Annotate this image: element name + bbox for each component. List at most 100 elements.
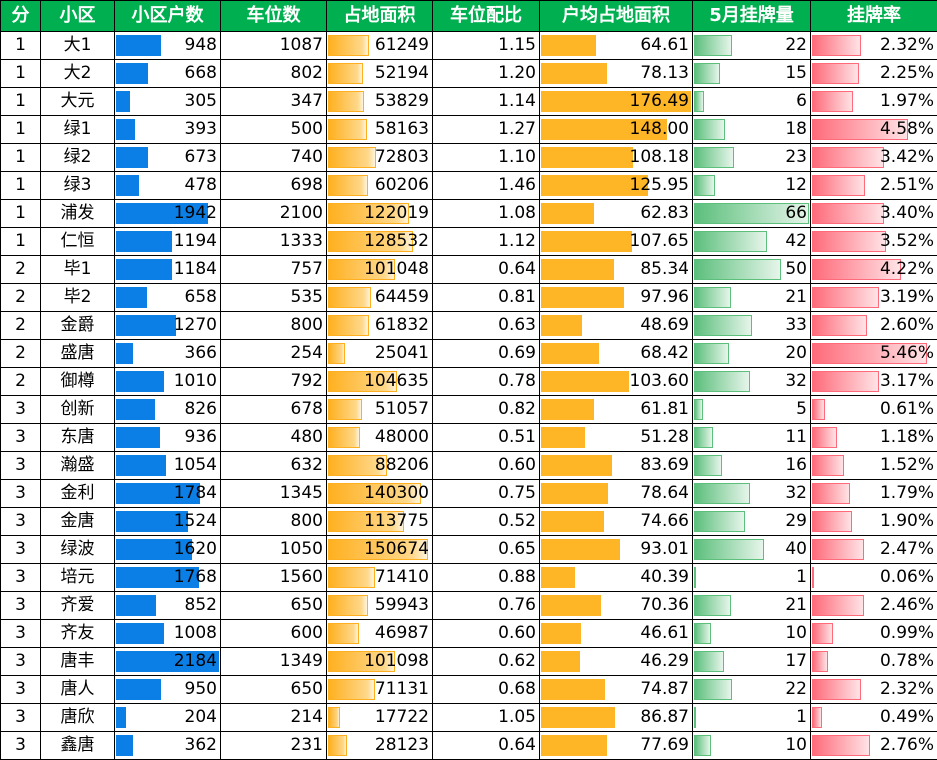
parking-cell[interactable]: 347 <box>221 88 327 116</box>
avg-area-cell[interactable]: 48.69 <box>540 312 693 340</box>
households-cell[interactable]: 950 <box>115 676 221 704</box>
parking-ratio-cell[interactable]: 0.60 <box>433 620 540 648</box>
avg-area-cell[interactable]: 78.13 <box>540 60 693 88</box>
households-cell[interactable]: 2184 <box>115 648 221 676</box>
parking-cell[interactable]: 1333 <box>221 228 327 256</box>
community-name-cell[interactable]: 唐丰 <box>41 648 115 676</box>
area-cell[interactable]: 140300 <box>327 480 433 508</box>
parking-ratio-cell[interactable]: 0.64 <box>433 256 540 284</box>
households-cell[interactable]: 1010 <box>115 368 221 396</box>
header-area[interactable]: 占地面积 <box>327 1 433 32</box>
avg-area-cell[interactable]: 74.87 <box>540 676 693 704</box>
parking-cell[interactable]: 792 <box>221 368 327 396</box>
listing-rate-cell[interactable]: 2.51% <box>811 172 937 200</box>
parking-ratio-cell[interactable]: 0.82 <box>433 396 540 424</box>
avg-area-cell[interactable]: 51.28 <box>540 424 693 452</box>
may-listings-cell[interactable]: 50 <box>693 256 811 284</box>
parking-ratio-cell[interactable]: 0.60 <box>433 452 540 480</box>
avg-area-cell[interactable]: 78.64 <box>540 480 693 508</box>
district-cell[interactable]: 3 <box>1 424 41 452</box>
area-cell[interactable]: 46987 <box>327 620 433 648</box>
district-cell[interactable]: 2 <box>1 340 41 368</box>
area-cell[interactable]: 61249 <box>327 32 433 60</box>
district-cell[interactable]: 3 <box>1 564 41 592</box>
area-cell[interactable]: 88206 <box>327 452 433 480</box>
district-cell[interactable]: 1 <box>1 228 41 256</box>
parking-cell[interactable]: 1349 <box>221 648 327 676</box>
parking-cell[interactable]: 650 <box>221 592 327 620</box>
area-cell[interactable]: 52194 <box>327 60 433 88</box>
community-name-cell[interactable]: 大元 <box>41 88 115 116</box>
households-cell[interactable]: 1784 <box>115 480 221 508</box>
district-cell[interactable]: 3 <box>1 592 41 620</box>
community-name-cell[interactable]: 齐友 <box>41 620 115 648</box>
listing-rate-cell[interactable]: 2.46% <box>811 592 937 620</box>
households-cell[interactable]: 1270 <box>115 312 221 340</box>
households-cell[interactable]: 204 <box>115 704 221 732</box>
area-cell[interactable]: 48000 <box>327 424 433 452</box>
header-may-listings[interactable]: 5月挂牌量 <box>693 1 811 32</box>
parking-ratio-cell[interactable]: 0.51 <box>433 424 540 452</box>
may-listings-cell[interactable]: 29 <box>693 508 811 536</box>
area-cell[interactable]: 104635 <box>327 368 433 396</box>
parking-cell[interactable]: 802 <box>221 60 327 88</box>
area-cell[interactable]: 58163 <box>327 116 433 144</box>
parking-ratio-cell[interactable]: 0.52 <box>433 508 540 536</box>
may-listings-cell[interactable]: 10 <box>693 732 811 760</box>
parking-cell[interactable]: 650 <box>221 676 327 704</box>
parking-cell[interactable]: 535 <box>221 284 327 312</box>
listing-rate-cell[interactable]: 0.49% <box>811 704 937 732</box>
header-avg-area[interactable]: 户均占地面积 <box>540 1 693 32</box>
parking-cell[interactable]: 678 <box>221 396 327 424</box>
avg-area-cell[interactable]: 68.42 <box>540 340 693 368</box>
community-name-cell[interactable]: 绿2 <box>41 144 115 172</box>
households-cell[interactable]: 305 <box>115 88 221 116</box>
area-cell[interactable]: 122019 <box>327 200 433 228</box>
community-name-cell[interactable]: 盛唐 <box>41 340 115 368</box>
listing-rate-cell[interactable]: 2.25% <box>811 60 937 88</box>
district-cell[interactable]: 3 <box>1 620 41 648</box>
households-cell[interactable]: 366 <box>115 340 221 368</box>
parking-ratio-cell[interactable]: 1.46 <box>433 172 540 200</box>
avg-area-cell[interactable]: 70.36 <box>540 592 693 620</box>
avg-area-cell[interactable]: 97.96 <box>540 284 693 312</box>
district-cell[interactable]: 2 <box>1 368 41 396</box>
may-listings-cell[interactable]: 1 <box>693 564 811 592</box>
parking-cell[interactable]: 1087 <box>221 32 327 60</box>
parking-ratio-cell[interactable]: 1.20 <box>433 60 540 88</box>
may-listings-cell[interactable]: 20 <box>693 340 811 368</box>
area-cell[interactable]: 150674 <box>327 536 433 564</box>
listing-rate-cell[interactable]: 2.47% <box>811 536 937 564</box>
households-cell[interactable]: 673 <box>115 144 221 172</box>
community-name-cell[interactable]: 浦发 <box>41 200 115 228</box>
area-cell[interactable]: 59943 <box>327 592 433 620</box>
parking-ratio-cell[interactable]: 1.10 <box>433 144 540 172</box>
community-name-cell[interactable]: 鑫唐 <box>41 732 115 760</box>
district-cell[interactable]: 3 <box>1 648 41 676</box>
may-listings-cell[interactable]: 21 <box>693 284 811 312</box>
may-listings-cell[interactable]: 1 <box>693 704 811 732</box>
district-cell[interactable]: 3 <box>1 508 41 536</box>
parking-ratio-cell[interactable]: 1.14 <box>433 88 540 116</box>
district-cell[interactable]: 3 <box>1 396 41 424</box>
listing-rate-cell[interactable]: 3.17% <box>811 368 937 396</box>
community-name-cell[interactable]: 大1 <box>41 32 115 60</box>
community-name-cell[interactable]: 御樽 <box>41 368 115 396</box>
listing-rate-cell[interactable]: 2.32% <box>811 676 937 704</box>
households-cell[interactable]: 1194 <box>115 228 221 256</box>
parking-ratio-cell[interactable]: 1.08 <box>433 200 540 228</box>
avg-area-cell[interactable]: 107.65 <box>540 228 693 256</box>
parking-ratio-cell[interactable]: 1.12 <box>433 228 540 256</box>
may-listings-cell[interactable]: 11 <box>693 424 811 452</box>
parking-ratio-cell[interactable]: 1.15 <box>433 32 540 60</box>
parking-cell[interactable]: 214 <box>221 704 327 732</box>
may-listings-cell[interactable]: 32 <box>693 368 811 396</box>
parking-cell[interactable]: 800 <box>221 312 327 340</box>
households-cell[interactable]: 478 <box>115 172 221 200</box>
households-cell[interactable]: 826 <box>115 396 221 424</box>
avg-area-cell[interactable]: 64.61 <box>540 32 693 60</box>
listing-rate-cell[interactable]: 3.19% <box>811 284 937 312</box>
listing-rate-cell[interactable]: 3.42% <box>811 144 937 172</box>
community-name-cell[interactable]: 绿1 <box>41 116 115 144</box>
listing-rate-cell[interactable]: 3.40% <box>811 200 937 228</box>
